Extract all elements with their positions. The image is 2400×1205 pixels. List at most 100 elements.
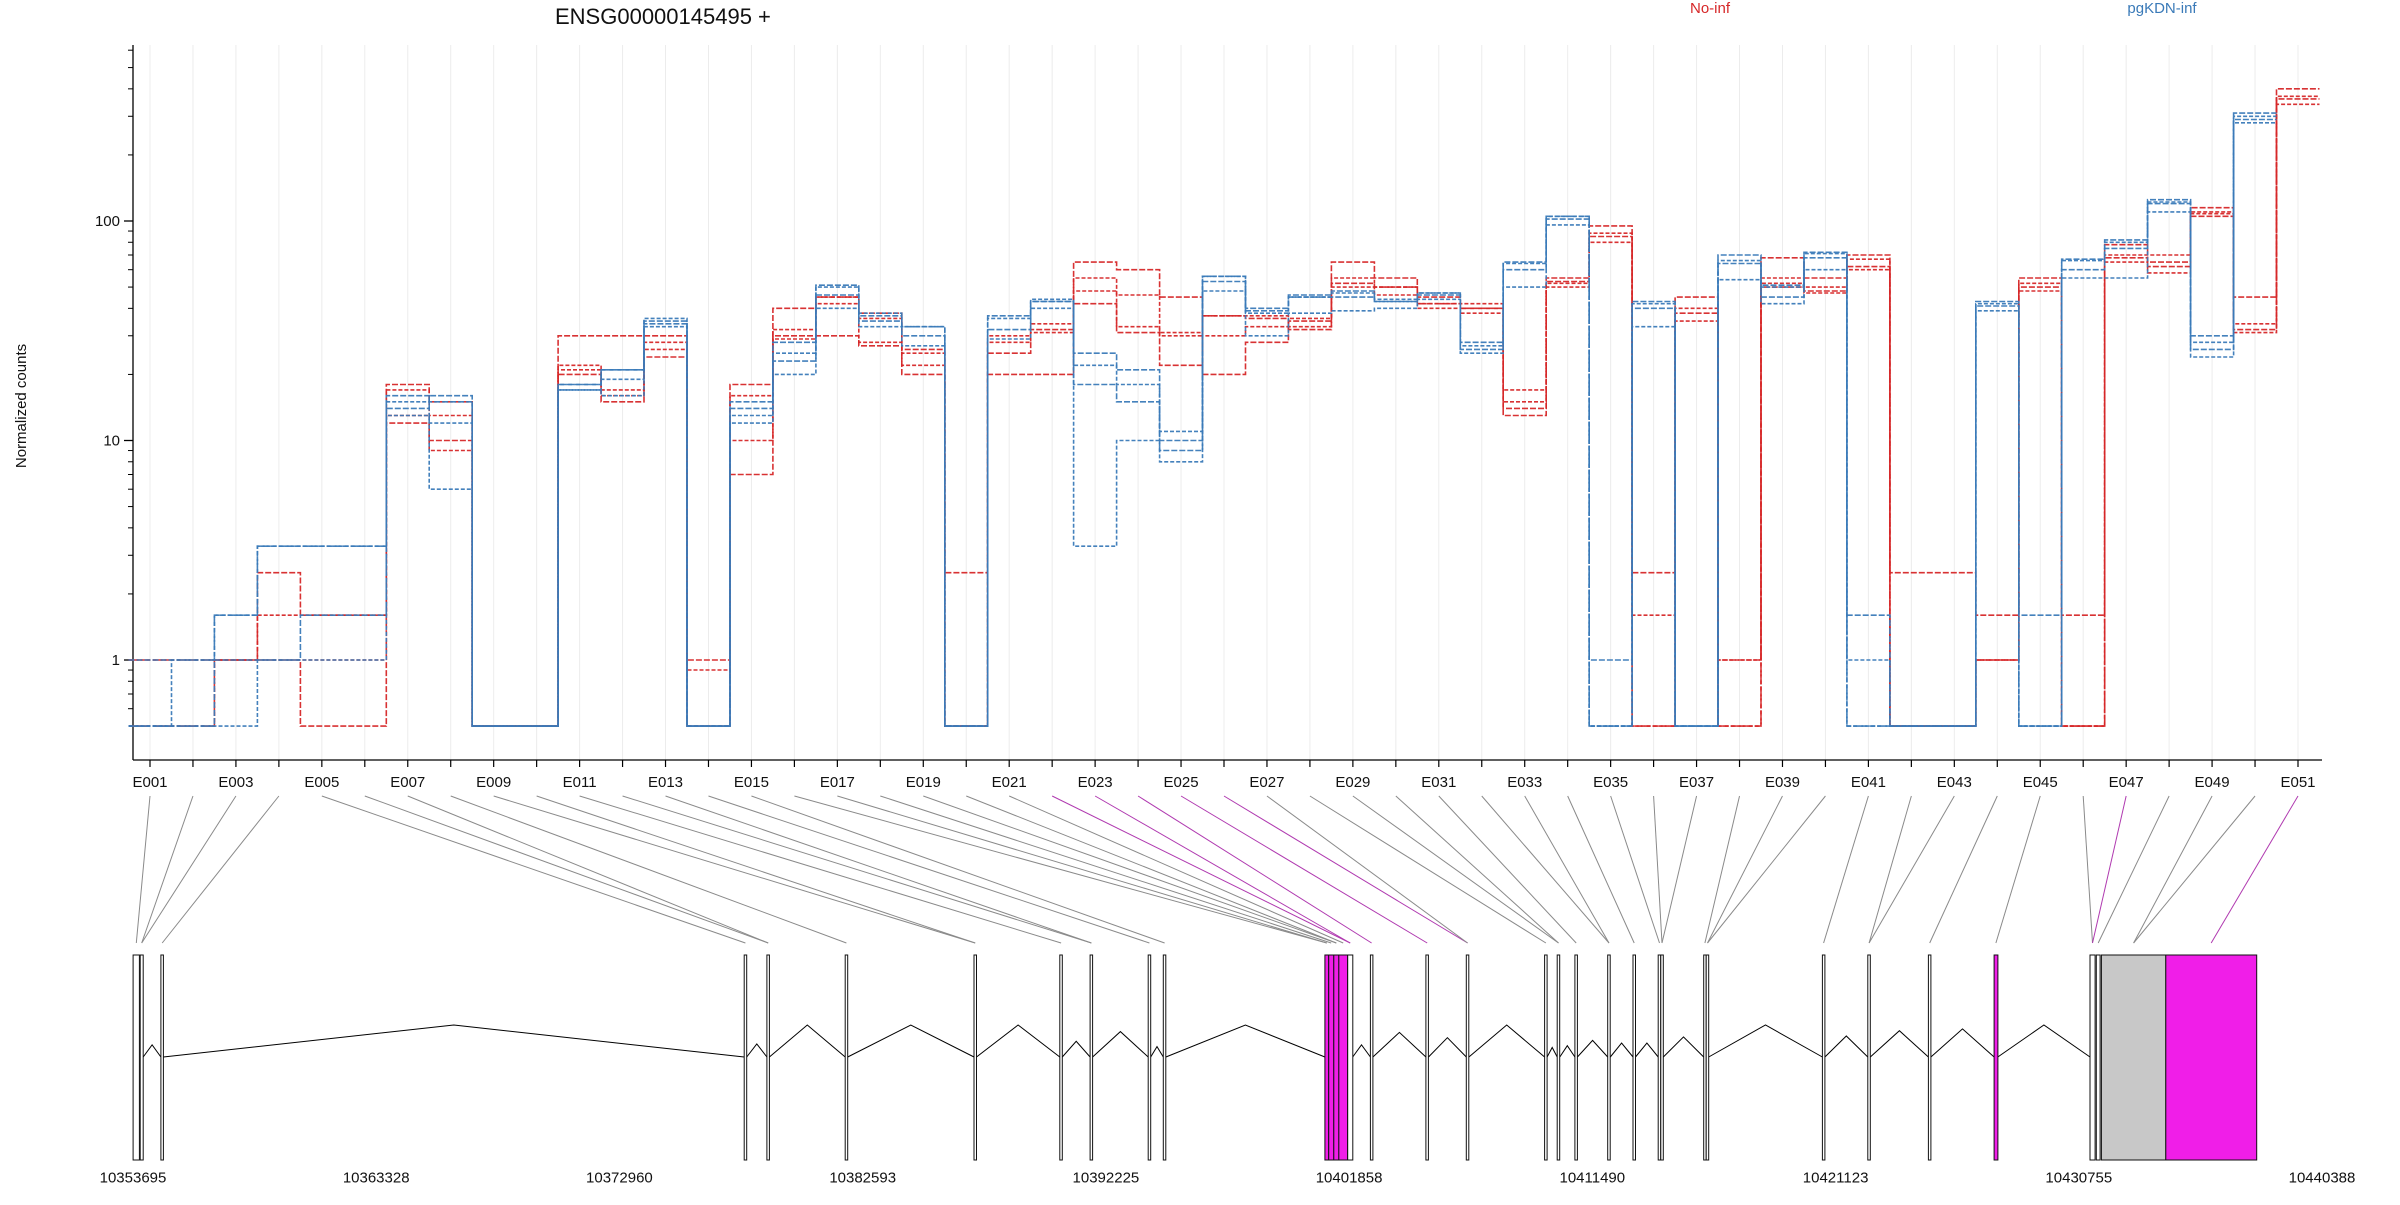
gene-model: 10353695 10363328 10372960 10382593 10392225… — [100, 954, 2356, 1186]
connector-e036 — [1653, 795, 1663, 944]
intron-line — [1165, 1024, 1326, 1058]
connector-e023 — [1094, 795, 1351, 944]
exon-box — [1556, 954, 1561, 1161]
intron-line — [769, 1024, 846, 1058]
exon-box — [1333, 954, 1340, 1161]
exon-box — [2095, 954, 2101, 1161]
connector-e004 — [161, 795, 280, 944]
exon-box — [2100, 954, 2167, 1161]
genomic-coordinate-label: 10411490 — [1559, 1169, 1625, 1186]
x-tick-label-e001: E001 — [132, 774, 167, 791]
x-tick-label-e009: E009 — [476, 774, 511, 791]
connector-e042 — [1868, 795, 1912, 944]
connector-e027 — [1266, 795, 1468, 944]
intron-line — [1635, 1042, 1659, 1058]
x-tick-label-e007: E007 — [390, 774, 425, 791]
exon-box — [1162, 954, 1167, 1161]
intron-line — [1352, 1043, 1371, 1058]
connector-e043 — [1868, 795, 1955, 944]
connector-e050 — [2133, 795, 2256, 944]
connector-e012 — [622, 795, 1092, 944]
exon-box — [1632, 954, 1636, 1161]
exon-box — [1867, 954, 1871, 1161]
intron-line — [1061, 1040, 1091, 1058]
exon-box — [743, 954, 748, 1161]
genomic-coordinate-label: 10372960 — [586, 1169, 653, 1186]
connector-e039 — [1707, 795, 1783, 944]
exon-box — [1347, 954, 1354, 1161]
genomic-coordinate-label: 10440388 — [2289, 1169, 2356, 1186]
exon-box — [1993, 954, 1999, 1161]
intron-line — [1577, 1039, 1609, 1058]
connector-e048 — [2097, 795, 2170, 944]
intron-line — [142, 1043, 162, 1058]
connector-e002 — [141, 795, 194, 944]
genomic-coordinate-label: 10430755 — [2045, 1169, 2112, 1186]
x-tick-label-e017: E017 — [820, 774, 855, 791]
intron-line — [1546, 1046, 1558, 1058]
connector-e005 — [321, 795, 746, 944]
intron-line — [1150, 1045, 1164, 1058]
exon-box — [1338, 954, 1349, 1161]
genomic-coordinate-label: 10382593 — [829, 1169, 896, 1186]
exon-box — [2165, 954, 2258, 1161]
genomic-coordinate-label: 10353695 — [100, 1169, 167, 1186]
x-tick-label-e029: E029 — [1335, 774, 1370, 791]
connector-e041 — [1823, 795, 1869, 944]
connector-e049 — [2133, 795, 2213, 944]
intron-line — [1372, 1031, 1427, 1058]
legend-no-inf[interactable]: No-inf — [1690, 0, 1731, 17]
connector-e008 — [450, 795, 847, 944]
connector-e038 — [1704, 795, 1741, 944]
series-line-pgkdn-inf-8 — [128, 122, 2277, 727]
connector-e014 — [708, 795, 1150, 944]
exon-box — [1705, 954, 1710, 1161]
connector-e033 — [1524, 795, 1610, 944]
connector-e019 — [923, 795, 1337, 944]
exon-box — [1821, 954, 1826, 1161]
legend-pgkdn-inf[interactable]: pgKDN-inf — [2127, 0, 2197, 17]
y-tick-label-100: 100 — [95, 213, 120, 230]
exon-box — [766, 954, 770, 1161]
x-tick-label-e035: E035 — [1593, 774, 1628, 791]
connector-e016 — [794, 795, 1327, 944]
y-tick-label-1: 1 — [112, 652, 120, 669]
x-tick-label-e043: E043 — [1937, 774, 1972, 791]
x-tick-label-e015: E015 — [734, 774, 769, 791]
connector-e007 — [407, 795, 769, 944]
intron-line — [1662, 1036, 1705, 1058]
exon-box — [1328, 954, 1335, 1161]
intron-line — [1708, 1024, 1823, 1058]
connector-e006 — [364, 795, 769, 944]
intron-line — [1930, 1028, 1995, 1058]
connector-e046 — [2082, 795, 2093, 944]
x-tick-label-e041: E041 — [1851, 774, 1886, 791]
x-tick-label-e037: E037 — [1679, 774, 1714, 791]
connector-e034 — [1567, 795, 1635, 944]
intron-line — [976, 1024, 1061, 1058]
connector-e022 — [1051, 795, 1351, 944]
x-tick-label-e031: E031 — [1421, 774, 1456, 791]
x-tick-label-e013: E013 — [648, 774, 683, 791]
x-tick-label-e011: E011 — [563, 774, 597, 791]
exon-box — [139, 954, 144, 1161]
connector-e044 — [1929, 795, 1998, 944]
y-axis-label: Normalized counts — [13, 344, 30, 468]
x-tick-label-e005: E005 — [304, 774, 339, 791]
connector-e051 — [2210, 795, 2299, 944]
x-tick-label-e033: E033 — [1507, 774, 1542, 791]
connector-e020 — [966, 795, 1337, 944]
connector-e030 — [1395, 795, 1559, 944]
connector-e029 — [1352, 795, 1559, 944]
connector-e013 — [665, 795, 1092, 944]
connector-e018 — [880, 795, 1332, 944]
connector-e010 — [536, 795, 976, 944]
exon-box — [1927, 954, 1932, 1161]
intron-line — [163, 1024, 745, 1058]
exon-box — [132, 954, 140, 1161]
genomic-coordinate-label: 10421123 — [1803, 1169, 1869, 1186]
x-tick-label-e019: E019 — [906, 774, 941, 791]
series-lines — [128, 88, 2320, 727]
genomic-coordinate-label: 10363328 — [343, 1169, 410, 1186]
